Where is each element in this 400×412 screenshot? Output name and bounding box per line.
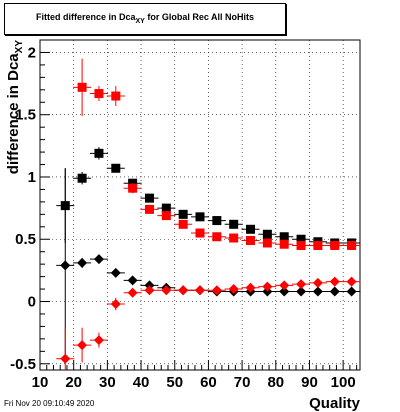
data-point <box>94 148 104 158</box>
data-point <box>346 286 357 297</box>
data-marks <box>56 58 361 370</box>
data-point <box>77 82 87 92</box>
data-point <box>262 229 272 239</box>
data-point <box>93 335 104 346</box>
data-point <box>128 183 138 193</box>
x-tick-label: 10 <box>32 374 49 391</box>
data-point <box>161 285 172 296</box>
title-subscript: XY <box>135 17 145 25</box>
data-point <box>77 173 87 183</box>
data-point <box>77 340 88 351</box>
data-point <box>312 286 323 297</box>
series-2 <box>56 168 361 363</box>
axis-ticks <box>39 39 358 370</box>
data-point <box>229 219 239 229</box>
data-point <box>296 286 307 297</box>
x-tick-label: 70 <box>234 374 251 391</box>
y-tick-label: 1 <box>28 169 36 186</box>
axis-tick-labels: 10 20 30 40 50 60 70 80 90 100 -0.5 0 0.5 1 1.5 2 <box>10 44 356 391</box>
y-axis-label: difference in DcaXY <box>5 40 25 175</box>
data-point <box>195 212 205 222</box>
data-point <box>296 234 306 244</box>
data-point <box>246 235 256 245</box>
data-point <box>161 211 171 221</box>
data-point <box>127 287 138 298</box>
data-point <box>330 240 340 250</box>
data-point <box>178 209 188 219</box>
data-point <box>110 299 121 309</box>
data-point <box>296 279 307 290</box>
data-point <box>229 233 239 243</box>
data-point <box>144 285 155 296</box>
title-main: Fitted difference in Dca <box>35 12 136 22</box>
data-point <box>111 91 121 101</box>
data-point <box>212 232 222 242</box>
data-point <box>144 193 154 203</box>
plot-frame <box>39 39 361 371</box>
x-tick-label: 80 <box>267 374 284 391</box>
series-3 <box>56 276 361 370</box>
x-tick-label: 60 <box>200 374 217 391</box>
data-point <box>77 257 88 268</box>
data-point <box>93 254 104 265</box>
x-tick-label: 50 <box>166 374 183 391</box>
y-axis-label-main: difference in Dca <box>5 53 22 175</box>
data-point <box>195 228 205 238</box>
data-point <box>110 267 121 278</box>
data-point <box>94 89 104 99</box>
data-point <box>279 286 290 297</box>
x-tick-label: 90 <box>301 374 318 391</box>
data-point <box>111 163 121 173</box>
y-tick-label: -0.5 <box>10 356 36 373</box>
data-point <box>279 280 290 291</box>
data-point <box>127 275 138 286</box>
x-axis-label: Quality <box>309 395 361 412</box>
data-point <box>279 239 289 249</box>
data-point <box>312 277 323 288</box>
title-rest: for Global Rec All NoHits <box>144 12 255 22</box>
data-point <box>60 353 71 364</box>
data-point <box>195 285 205 296</box>
data-point <box>228 284 239 295</box>
data-point <box>144 204 154 214</box>
data-point <box>313 240 323 250</box>
x-tick-label: 20 <box>65 374 82 391</box>
data-point <box>60 260 71 271</box>
chart-title: Fitted difference in DcaXY for Global Re… <box>5 12 285 25</box>
data-point <box>245 282 256 293</box>
data-point <box>329 276 340 287</box>
data-point <box>262 238 272 248</box>
timestamp: Fri Nov 20 09:10:49 2020 <box>4 399 95 408</box>
data-point <box>161 203 171 213</box>
y-tick-label: 0.5 <box>15 231 36 248</box>
data-point <box>212 216 222 226</box>
grid-lines <box>39 40 360 370</box>
y-tick-label: 2 <box>28 44 36 61</box>
data-point <box>262 281 273 292</box>
x-tick-label: 40 <box>133 374 150 391</box>
data-point <box>246 224 256 234</box>
data-point <box>347 240 357 250</box>
data-point <box>346 276 357 287</box>
x-tick-label: 30 <box>99 374 116 391</box>
data-point <box>296 240 306 250</box>
chart-title-box: Fitted difference in DcaXY for Global Re… <box>4 3 286 35</box>
data-point <box>211 285 222 296</box>
y-axis-label-sub: XY <box>14 40 25 54</box>
series-1 <box>73 58 361 250</box>
data-point <box>178 285 189 296</box>
data-point <box>329 286 340 297</box>
y-tick-label: 1.5 <box>15 107 36 124</box>
data-point <box>279 232 289 242</box>
x-tick-label: 100 <box>331 374 356 391</box>
y-tick-label: 0 <box>28 294 36 311</box>
data-point <box>178 219 188 229</box>
